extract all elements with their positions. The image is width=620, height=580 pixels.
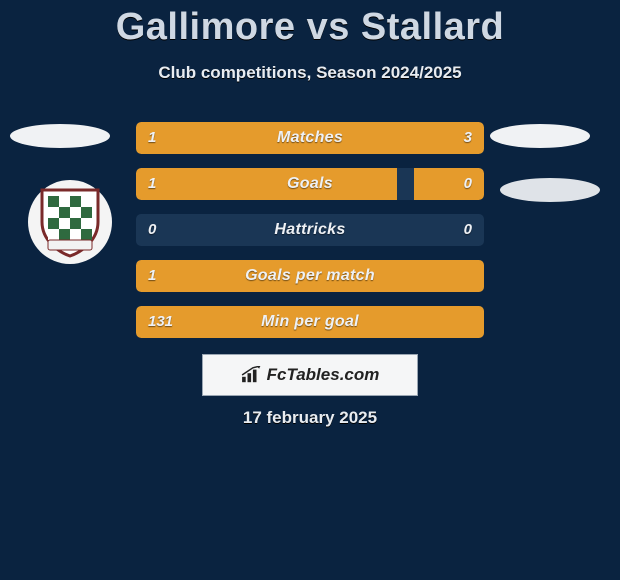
stat-label: Goals per match <box>136 260 484 292</box>
stat-row-goals: 10Goals <box>136 168 484 200</box>
player-slot-top-left <box>10 124 110 148</box>
stat-label: Goals <box>136 168 484 200</box>
stat-label: Hattricks <box>136 214 484 246</box>
stat-row-hattricks: 00Hattricks <box>136 214 484 246</box>
brand-box: FcTables.com <box>202 354 418 396</box>
stat-row-goals-per-match: 1Goals per match <box>136 260 484 292</box>
club-crest <box>28 180 112 264</box>
page-title: Gallimore vs Stallard <box>0 0 620 49</box>
stat-label: Min per goal <box>136 306 484 338</box>
page-subtitle: Club competitions, Season 2024/2025 <box>0 63 620 83</box>
stat-label: Matches <box>136 122 484 154</box>
shield-icon <box>38 186 102 258</box>
bars-logo-icon <box>241 366 263 384</box>
brand-text: FcTables.com <box>267 365 380 385</box>
comparison-chart: 13Matches 10Goals 00Hattricks 1Goals per ma… <box>136 122 484 352</box>
stat-row-matches: 13Matches <box>136 122 484 154</box>
player-slot-mid-right <box>500 178 600 202</box>
date-label: 17 february 2025 <box>0 408 620 428</box>
player-slot-top-right <box>490 124 590 148</box>
stat-row-min-per-goal: 131Min per goal <box>136 306 484 338</box>
